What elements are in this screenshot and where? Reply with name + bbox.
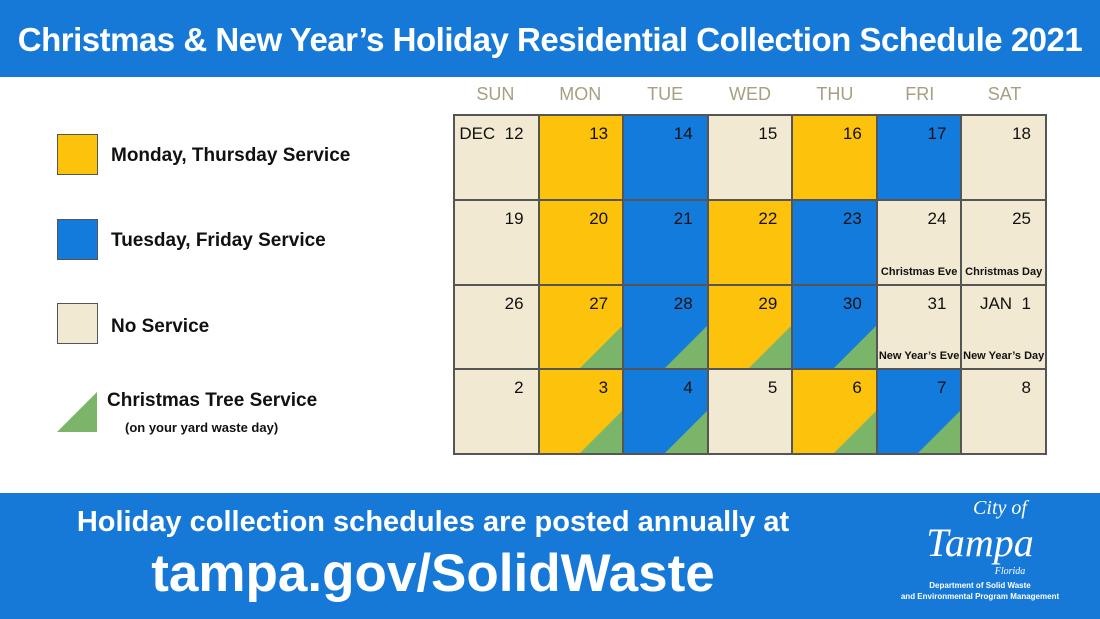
calendar-day: 29: [707, 284, 793, 370]
calendar-day: JAN 1 New Year’s Day: [961, 284, 1046, 370]
calendar-day: DEC 12: [454, 115, 539, 200]
tree-service-icon: [833, 326, 876, 369]
holiday-label: Christmas Day: [965, 265, 1043, 278]
holiday-label: New Year’s Day: [963, 350, 1045, 363]
legend-label: No Service: [111, 316, 210, 337]
weekday-label: THU: [816, 84, 854, 104]
footer-text: Holiday collection schedules are posted …: [76, 506, 790, 538]
weekday-label: TUE: [647, 84, 684, 104]
tree-service-icon: [664, 326, 707, 369]
logo-dept: and Environmental Program Management: [900, 592, 1060, 601]
day-number: 26: [504, 293, 524, 313]
day-number: JAN 1: [979, 293, 1031, 313]
weekday-label: SUN: [476, 84, 515, 104]
weekday-header: SUN MON TUE WED THU FRI SAT: [453, 84, 1047, 105]
calendar-day: 27: [538, 284, 624, 370]
calendar-day: 17: [876, 115, 962, 200]
calendar-day: 3: [538, 369, 624, 454]
day-number: 29: [758, 293, 778, 313]
legend-swatch-mon-thu: [57, 134, 98, 175]
day-number: 6: [852, 378, 862, 398]
calendar-day: 24 Christmas Eve: [876, 199, 962, 285]
weekday-label: WED: [728, 84, 771, 104]
tree-service-icon: [664, 411, 707, 453]
day-number: 3: [598, 378, 609, 398]
tree-triangle-icon: [57, 392, 97, 432]
calendar-day: 21: [623, 199, 708, 285]
day-number: 28: [673, 293, 693, 313]
day-number: 15: [758, 124, 778, 143]
legend-swatch-tue-fri: [57, 219, 98, 260]
logo-dept: Department of Solid Waste: [929, 581, 1031, 590]
day-number: 24: [927, 208, 947, 228]
holiday-label: Christmas Eve: [880, 265, 958, 278]
day-number: 22: [758, 208, 778, 228]
tree-service-icon: [749, 326, 792, 369]
weekday-label: SAT: [987, 84, 1022, 104]
day-number: 25: [1012, 208, 1031, 228]
legend-sublabel: (on your yard waste day): [125, 420, 279, 435]
calendar-day: 25 Christmas Day: [961, 199, 1046, 285]
day-number: 20: [589, 208, 609, 228]
weekday-label: FRI: [905, 84, 935, 104]
calendar-day: 6: [792, 369, 877, 454]
day-number: 14: [673, 124, 693, 143]
tree-service-icon: [918, 411, 961, 453]
logo-state: Florida: [994, 566, 1026, 577]
calendar-day: 31 New Year’s Eve: [876, 284, 962, 370]
calendar-day: 18: [961, 115, 1046, 200]
calendar-day: 19: [454, 199, 539, 285]
legend-label: Tuesday, Friday Service: [111, 230, 326, 251]
tree-service-icon: [580, 326, 623, 369]
calendar-day: 8: [961, 369, 1046, 454]
calendar-day: 20: [538, 199, 624, 285]
calendar-day: 15: [707, 115, 793, 200]
calendar-day: 23: [792, 199, 877, 285]
calendar-day: 16: [792, 115, 877, 200]
logo-city: City of: [973, 497, 1027, 519]
logo-name: Tampa: [926, 520, 1034, 565]
day-number: 27: [589, 293, 609, 313]
calendar-day: 30: [792, 284, 877, 370]
legend-swatch-no-service: [57, 303, 98, 344]
tree-service-icon: [833, 411, 876, 453]
legend-label: Christmas Tree Service: [107, 390, 318, 411]
page-title: Christmas & New Year’s Holiday Residenti…: [0, 0, 1100, 77]
calendar-grid: DEC 12 13 14 15 16 17 18 19 20 21 22 23 24 Christmas …: [453, 114, 1047, 455]
footer-url[interactable]: tampa.gov/SolidWaste: [151, 544, 715, 603]
calendar-day: 26: [454, 284, 539, 370]
day-number: 18: [1012, 124, 1031, 143]
day-number: DEC 12: [459, 124, 524, 143]
day-number: 23: [842, 208, 862, 228]
calendar-day: 4: [623, 369, 708, 454]
city-of-tampa-logo: City of Tampa Florida Department of Soli…: [895, 497, 1065, 602]
legend-label: Monday, Thursday Service: [111, 145, 351, 166]
day-number: 13: [589, 124, 609, 143]
day-number: 31: [927, 293, 947, 313]
calendar-day: 22: [707, 199, 793, 285]
calendar-day: 28: [623, 284, 708, 370]
calendar-day: 7: [876, 369, 962, 454]
day-number: 19: [504, 208, 524, 228]
day-number: 2: [514, 378, 524, 398]
calendar-day: 2: [454, 369, 539, 454]
day-number: 8: [1021, 378, 1031, 398]
day-number: 21: [673, 208, 693, 228]
day-number: 30: [842, 293, 862, 313]
day-number: 4: [683, 378, 693, 398]
footer-banner: Holiday collection schedules are posted …: [0, 493, 1100, 619]
holiday-label: New Year’s Eve: [878, 350, 960, 363]
tree-service-icon: [580, 411, 623, 453]
calendar-day: 5: [707, 369, 793, 454]
day-number: 17: [927, 124, 947, 143]
calendar-day: 13: [538, 115, 624, 200]
calendar-day: 14: [623, 115, 708, 200]
weekday-label: MON: [559, 84, 602, 104]
day-number: 16: [842, 124, 862, 143]
day-number: 5: [767, 378, 778, 398]
day-number: 7: [936, 378, 947, 398]
